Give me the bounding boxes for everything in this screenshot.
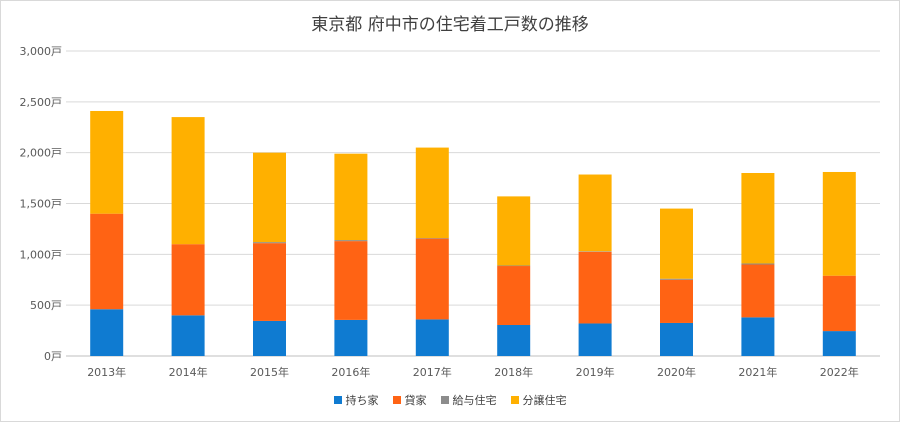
legend-swatch <box>392 396 401 404</box>
bar-segment <box>741 317 775 356</box>
bars <box>90 110 856 356</box>
x-tick-labels: 2013年 2014年 2015年 2016年 2017年 2018年 2019年 2020年… <box>87 365 859 379</box>
legend-item: 給与住宅 <box>440 392 497 408</box>
bar-segment <box>497 324 531 356</box>
x-tick-label: 2022年 <box>820 365 859 379</box>
x-tick-label: 2018年 <box>494 365 533 379</box>
bar-segment <box>660 279 693 323</box>
legend-label: 分譲住宅 <box>522 394 567 407</box>
bar-segment <box>415 319 449 356</box>
bar-segment <box>334 240 368 242</box>
bar-segment <box>171 244 205 316</box>
bar-segment <box>253 243 286 321</box>
bar-segment <box>253 152 286 243</box>
x-tick-label: 2016年 <box>331 365 370 379</box>
bar-segment <box>334 319 368 356</box>
x-tick-label: 2015年 <box>250 365 289 379</box>
chart-legend: 持ち家 貸家 給与住宅 分譲住宅 <box>0 392 900 408</box>
x-tick-label: 2017年 <box>413 365 452 379</box>
bar-segment <box>415 147 449 239</box>
bar-segment <box>578 251 612 252</box>
y-tick-labels: 0戸 500戸 1,000戸 1,500戸 2,000戸 2,500戸 3,000戸 <box>20 45 63 363</box>
bar-segment <box>497 266 531 325</box>
bar-segment <box>741 264 775 318</box>
bar-segment <box>578 251 612 324</box>
bar-segment <box>334 241 368 320</box>
bar-segment <box>822 171 856 276</box>
bar-segment <box>334 153 368 241</box>
y-tick-label: 2,000戸 <box>20 147 63 160</box>
bar-segment <box>253 320 286 356</box>
x-tick-label: 2014年 <box>169 365 208 379</box>
bar-segment <box>497 196 531 266</box>
bar-segment <box>415 238 449 239</box>
y-tick-label: 0戸 <box>44 350 62 363</box>
y-tick-label: 3,000戸 <box>20 45 63 58</box>
bar-segment <box>741 263 775 265</box>
y-tick-label: 500戸 <box>30 299 62 312</box>
chart-title: 東京都 府中市の住宅着工戸数の推移 <box>311 15 589 35</box>
bar-segment <box>171 315 205 356</box>
bar-segment <box>660 278 693 280</box>
bar-segment <box>660 208 693 279</box>
legend-label: 持ち家 <box>345 394 379 407</box>
y-tick-label: 1,000戸 <box>20 248 63 261</box>
bar-segment <box>171 117 205 245</box>
bar-segment <box>741 173 775 264</box>
bar-segment <box>578 323 612 356</box>
legend-label: 給与住宅 <box>452 394 497 407</box>
bar-segment <box>253 242 286 244</box>
bar-segment <box>822 275 856 332</box>
legend-swatch <box>440 396 449 404</box>
y-tick-label: 1,500戸 <box>20 198 63 211</box>
x-tick-label: 2019年 <box>576 365 615 379</box>
x-tick-label: 2013年 <box>87 365 126 379</box>
legend-item: 分譲住宅 <box>510 392 567 408</box>
legend-swatch <box>510 396 519 404</box>
bar-segment <box>90 213 124 310</box>
bar-segment <box>415 238 449 320</box>
bar-segment <box>578 174 612 252</box>
bar-segment <box>90 309 124 356</box>
legend-label: 貸家 <box>404 394 427 407</box>
y-tick-label: 2,500戸 <box>20 96 63 109</box>
bar-segment <box>90 110 124 214</box>
bar-segment <box>660 322 693 356</box>
legend-item: 持ち家 <box>333 392 379 408</box>
bar-segment <box>822 331 856 356</box>
legend-item: 貸家 <box>392 392 427 408</box>
legend-swatch <box>333 396 342 404</box>
bar-segment <box>497 265 531 267</box>
x-tick-label: 2021年 <box>738 365 777 379</box>
x-tick-label: 2020年 <box>657 365 696 379</box>
